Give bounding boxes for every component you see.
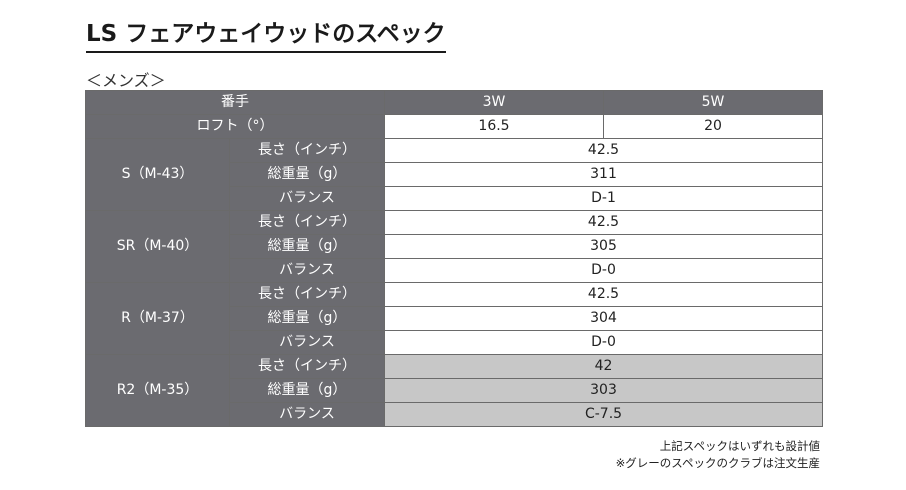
balance-value: D-0 xyxy=(384,330,823,355)
table-row: R（M-37） 長さ（インチ） 42.5 xyxy=(85,282,823,355)
table-row: SR（M-40） 長さ（インチ） 42.5 xyxy=(85,210,823,283)
weight-value: 311 xyxy=(384,162,823,187)
design-value-note: 上記スペックはいずれも設計値 xyxy=(659,439,820,453)
balance-value: D-1 xyxy=(384,186,823,211)
length-label: 長さ（インチ） xyxy=(229,138,385,163)
shaft-name: R2（M-35） xyxy=(85,354,230,427)
balance-value: D-0 xyxy=(384,258,823,283)
weight-label: 総重量（g） xyxy=(229,234,385,259)
length-value: 42 xyxy=(384,354,823,379)
header-row: 番手 3W 5W xyxy=(85,90,823,115)
loft-label: ロフト（°） xyxy=(85,114,385,139)
weight-label: 総重量（g） xyxy=(229,162,385,187)
table-row: 総重量（g） 304 xyxy=(86,306,823,331)
spec-table: 番手 3W 5W ロフト（°） 16.5 20 S（M-43） 長さ（インチ） … xyxy=(85,90,823,427)
club-number-header: 番手 xyxy=(85,90,385,115)
table-row: バランス D-0 xyxy=(86,258,823,283)
table-row: 総重量（g） 303 xyxy=(86,378,823,403)
weight-value: 304 xyxy=(384,306,823,331)
weight-value: 303 xyxy=(384,378,823,403)
footnotes: 上記スペックはいずれも設計値 ※グレーのスペックのクラブは注文生産 xyxy=(616,438,820,472)
table-row: 総重量（g） 305 xyxy=(86,234,823,259)
made-to-order-note: ※グレーのスペックのクラブは注文生産 xyxy=(615,456,820,470)
loft-row: ロフト（°） 16.5 20 xyxy=(85,114,823,139)
length-value: 42.5 xyxy=(384,138,823,163)
page-title: LS フェアウェイウッドのスペック xyxy=(86,14,446,53)
section-label: ＜メンズ＞ xyxy=(86,71,166,90)
weight-value: 305 xyxy=(384,234,823,259)
table-row: R2（M-35） 長さ（インチ） 42 xyxy=(85,354,823,427)
loft-value-5w: 20 xyxy=(603,114,823,139)
length-value: 42.5 xyxy=(384,210,823,235)
length-value: 42.5 xyxy=(384,282,823,307)
balance-label: バランス xyxy=(229,186,385,211)
balance-value: C-7.5 xyxy=(384,402,823,427)
table-row: バランス C-7.5 xyxy=(86,402,823,427)
club-header-5w: 5W xyxy=(603,90,823,115)
weight-label: 総重量（g） xyxy=(229,306,385,331)
table-row: S（M-43） 長さ（インチ） 42.5 xyxy=(85,138,823,211)
club-header-3w: 3W xyxy=(384,90,604,115)
length-label: 長さ（インチ） xyxy=(229,210,385,235)
balance-label: バランス xyxy=(229,402,385,427)
balance-label: バランス xyxy=(229,330,385,355)
shaft-name: S（M-43） xyxy=(85,138,230,211)
shaft-name: R（M-37） xyxy=(85,282,230,355)
length-label: 長さ（インチ） xyxy=(229,282,385,307)
shaft-name: SR（M-40） xyxy=(85,210,230,283)
weight-label: 総重量（g） xyxy=(229,378,385,403)
balance-label: バランス xyxy=(229,258,385,283)
loft-value-3w: 16.5 xyxy=(384,114,604,139)
length-label: 長さ（インチ） xyxy=(229,354,385,379)
